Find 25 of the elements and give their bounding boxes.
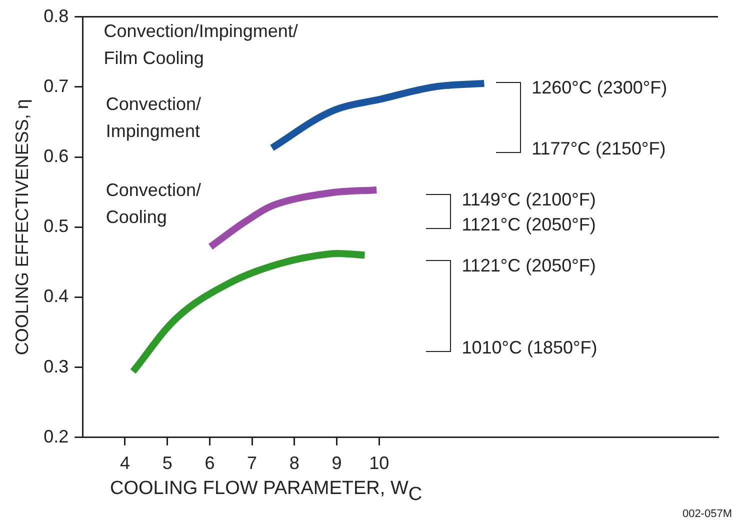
y-tick-label: 0.3 <box>44 356 69 376</box>
y-tick-label: 0.7 <box>44 76 69 96</box>
annotation: 1149°C (2100°F) <box>462 188 596 212</box>
annotation: 1121°C (2050°F) <box>462 213 596 236</box>
annotation: 1260°C (2300°F) <box>532 76 668 100</box>
x-tick-label: 5 <box>162 453 172 474</box>
annotation: Convection/Impingment/ Film Cooling <box>104 20 298 70</box>
annotation: Convection/ Cooling <box>106 178 201 229</box>
x-tick-label: 9 <box>332 453 342 474</box>
x-tick-label: 7 <box>247 453 258 474</box>
x-tick-label: 10 <box>369 453 390 474</box>
annotation: 1121°C (2050°F) <box>462 254 596 278</box>
y-tick-label: 0.6 <box>44 146 69 166</box>
x-tick-label: 4 <box>120 453 130 474</box>
y-tick-label: 0.4 <box>44 286 69 306</box>
x-tick-label: 8 <box>289 453 300 474</box>
text: 002-057M <box>682 508 732 521</box>
y-axis-title: COOLING EFFECTIVENESS, η <box>12 99 32 356</box>
annotation: 1177°C (2150°F) <box>532 138 666 161</box>
y-tick-label: 0.2 <box>44 426 69 446</box>
annotation: 1010°C (1850°F) <box>462 336 598 360</box>
x-tick-label: 6 <box>204 453 215 474</box>
annotation: Convection/ Impingment <box>106 93 201 144</box>
y-tick-label: 0.5 <box>44 216 69 236</box>
y-tick-label: 0.8 <box>44 6 69 26</box>
